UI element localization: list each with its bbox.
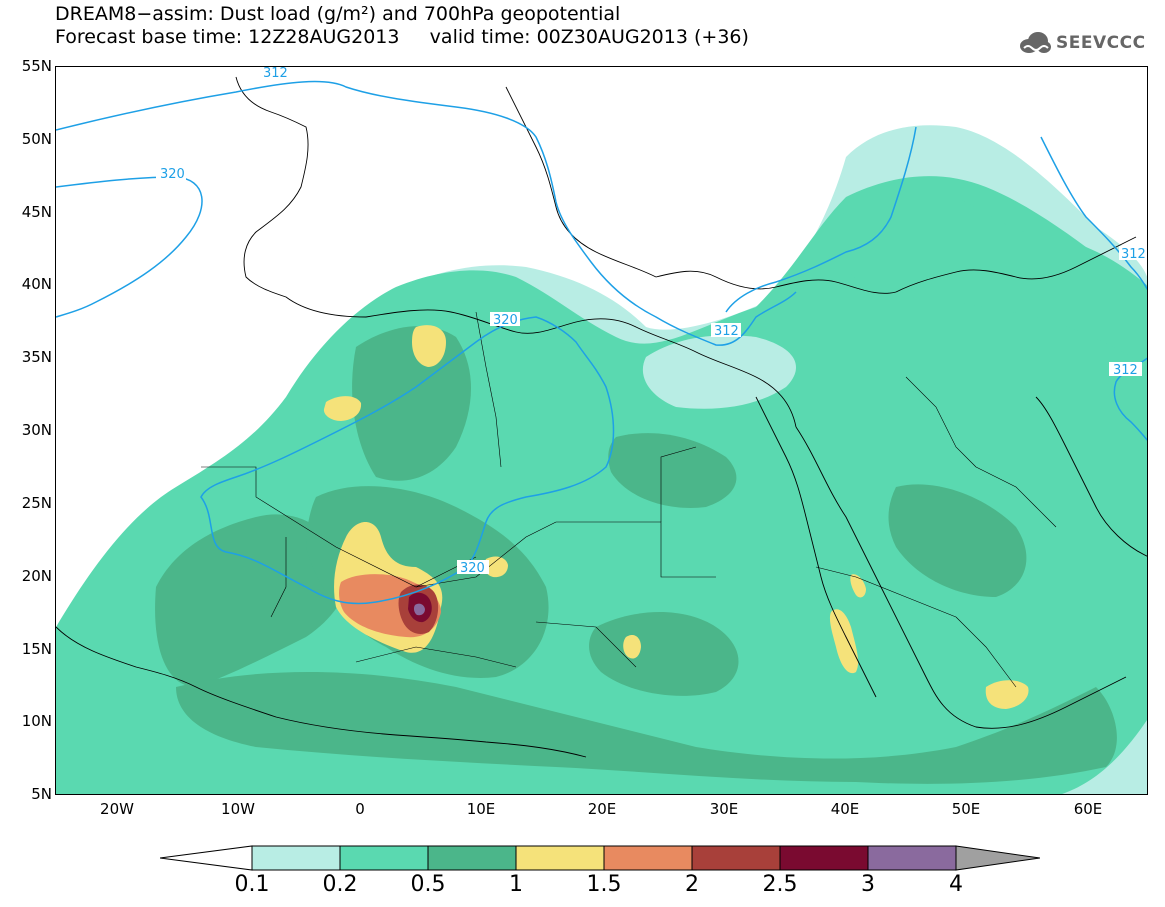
lat-label-30n: 30N [21, 421, 52, 439]
dust-region-yellow-chad [623, 635, 641, 659]
lat-label-5n: 5N [31, 785, 52, 803]
lat-label-35n: 35N [21, 348, 52, 366]
contour-label-group: 312 320 320 320 312 312 312 [156, 67, 1147, 576]
lat-label-20n: 20N [21, 567, 52, 585]
lat-label-10n: 10N [21, 712, 52, 730]
dust-region-yellow-ethiopia [850, 574, 866, 598]
colorbar-label-0.5: 0.5 [410, 872, 446, 897]
colorbar-segment-1-1.5 [515, 845, 605, 871]
coastlines [56, 76, 1147, 758]
lon-label-0: 0 [355, 800, 365, 818]
dust-region-purple [413, 603, 425, 616]
map-canvas: 312 320 320 320 312 312 312 [56, 67, 1147, 794]
colorbar-over-arrow [955, 845, 1040, 871]
colorbar [160, 845, 1040, 871]
lat-label-25n: 25N [21, 494, 52, 512]
colorbar-segment-0.2-0.5 [339, 845, 429, 871]
contour-label-312-north: 312 [263, 67, 288, 81]
contour-label-320-west: 320 [160, 167, 185, 182]
mediterranean-light [642, 335, 796, 409]
colorbar-label-1.5: 1.5 [586, 872, 622, 897]
lon-label-30e: 30E [709, 800, 739, 818]
map-title: DREAM8−assim: Dust load (g/m²) and 700hP… [55, 3, 621, 25]
dust-region-dark-south [176, 672, 1117, 784]
dust-region-dark-sahara [352, 326, 471, 481]
lat-label-15n: 15N [21, 640, 52, 658]
colorbar-label-2.5: 2.5 [762, 872, 798, 897]
colorbar-label-0.1: 0.1 [234, 872, 270, 897]
contour-label-312-iran: 312 [1113, 363, 1138, 378]
lon-label-20e: 20E [587, 800, 617, 818]
dust-region-dark-egypt [608, 433, 737, 508]
colorbar-segment-2-2.5 [691, 845, 781, 871]
colorbar-under-arrow [160, 845, 253, 871]
seevccc-logo: SEEVCCC [1018, 28, 1146, 58]
contour-label-312-caspian: 312 [1121, 247, 1146, 262]
colorbar-label-4: 4 [949, 872, 963, 897]
dust-region-dark-arabia [888, 484, 1027, 597]
geopotential-contours [56, 80, 1147, 605]
dust-region-mid [56, 176, 1147, 794]
dust-region-dark-sudan [589, 612, 739, 696]
colorbar-label-1: 1 [509, 872, 523, 897]
dust-region-yellow-niger [484, 556, 508, 578]
contour-label-320-north-africa: 320 [493, 313, 518, 328]
forecast-time-line: Forecast base time: 12Z28AUG2013 valid t… [55, 26, 749, 48]
lat-label-45n: 45N [21, 203, 52, 221]
contour-label-320-sahel: 320 [460, 561, 485, 576]
contour-label-312-greece: 312 [714, 324, 739, 339]
lon-label-60e: 60E [1073, 800, 1103, 818]
colorbar-label-3: 3 [861, 872, 875, 897]
lon-label-40e: 40E [830, 800, 860, 818]
lon-label-10e: 10E [466, 800, 496, 818]
colorbar-label-0.2: 0.2 [322, 872, 358, 897]
colorbar-segment-1.5-2 [603, 845, 693, 871]
dust-region-east [836, 193, 1147, 366]
logo-text: SEEVCCC [1056, 33, 1146, 53]
dust-region-yellow-algeria [412, 325, 446, 367]
colorbar-segment-2.5-3 [779, 845, 869, 871]
lat-label-55n: 55N [21, 57, 52, 75]
colorbar-label-2: 2 [685, 872, 699, 897]
dust-map: 312 320 320 320 312 312 312 [55, 66, 1148, 795]
lat-label-50n: 50N [21, 130, 52, 148]
dust-region-dark-west [155, 514, 349, 687]
lon-label-50e: 50E [951, 800, 981, 818]
colorbar-segment-0.1-0.2 [251, 845, 341, 871]
dust-region-yellow-red-sea [829, 609, 859, 674]
cloud-icon [1020, 32, 1051, 53]
colorbar-segment-3-4 [867, 845, 957, 871]
lon-label-10w: 10W [221, 800, 255, 818]
lon-label-20w: 20W [100, 800, 134, 818]
lat-label-40n: 40N [21, 275, 52, 293]
colorbar-segment-0.5-1 [427, 845, 517, 871]
country-borders [201, 311, 1057, 688]
dust-region-yellow-morocco [323, 396, 362, 421]
dust-region-yellow-yemen [985, 680, 1029, 709]
